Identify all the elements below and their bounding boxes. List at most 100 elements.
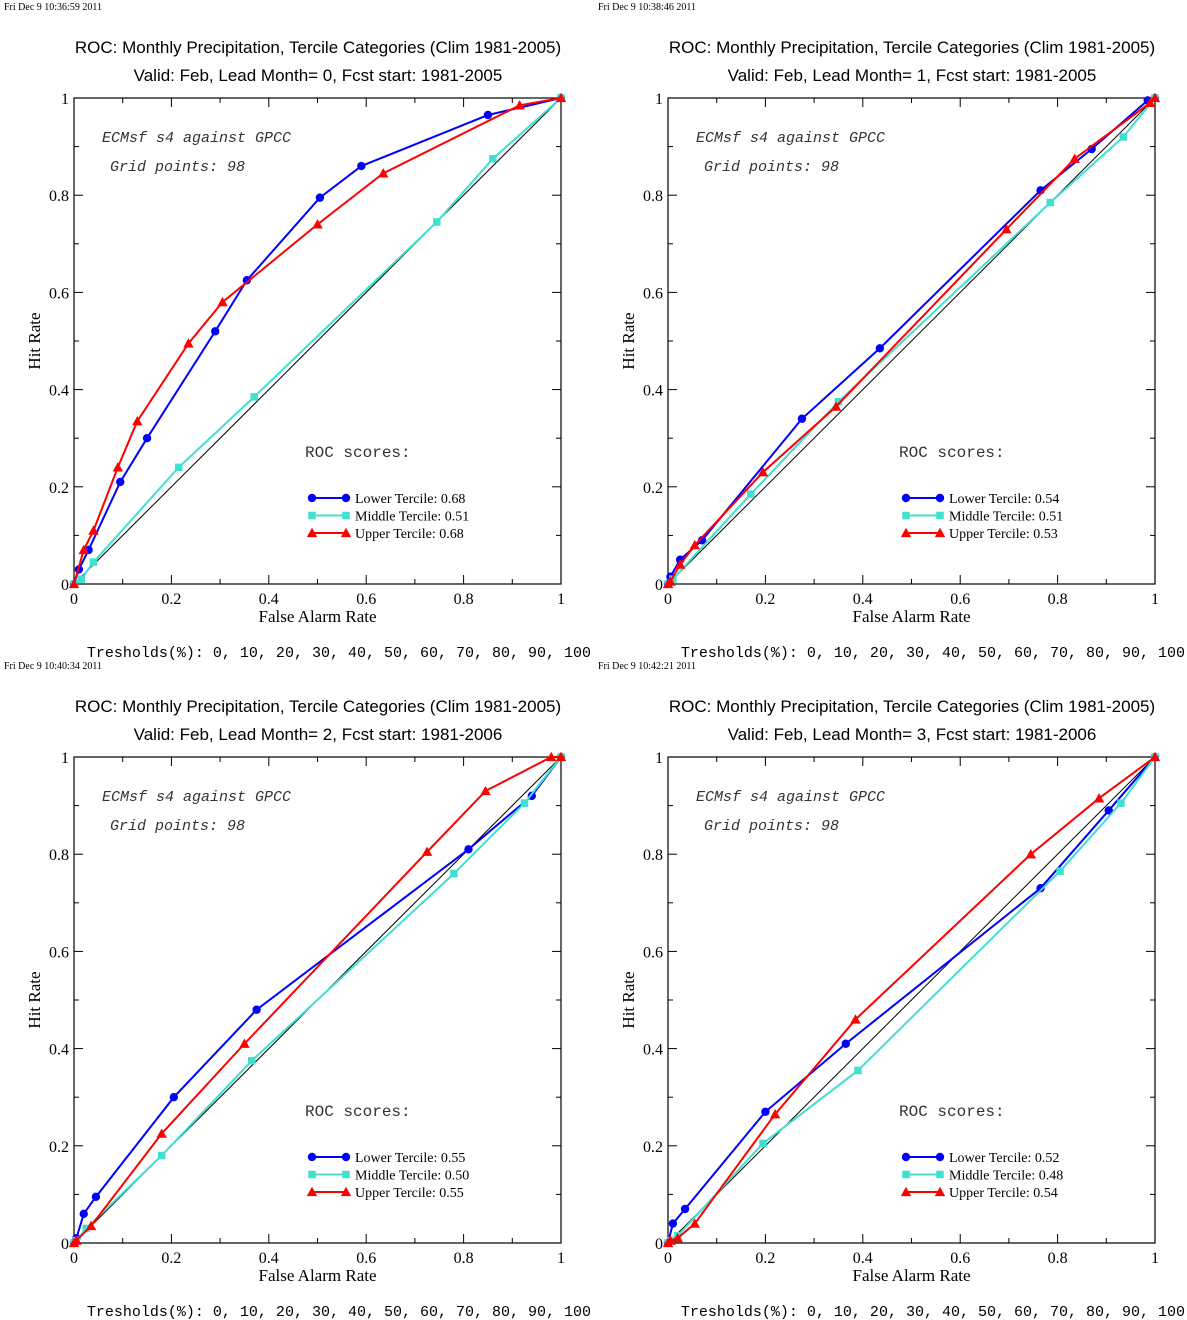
x-tick-label: 0.2 bbox=[755, 1250, 775, 1267]
legend-label: Lower Tercile: 0.55 bbox=[355, 1151, 465, 1166]
chart-subtitle: Valid: Feb, Lead Month= 1, Fcst start: 1… bbox=[728, 66, 1097, 85]
data-point-square bbox=[89, 558, 98, 566]
timestamp: Fri Dec 9 10:40:34 2011 bbox=[4, 661, 102, 672]
roc-panel-2: Fri Dec 9 10:38:46 2011 ROC: Monthly Prec… bbox=[594, 0, 1187, 660]
x-tick-label: 1 bbox=[1151, 1250, 1159, 1267]
data-point-square bbox=[248, 1057, 256, 1065]
legend-marker-triangle bbox=[306, 527, 318, 538]
chart-title: ROC: Monthly Precipitation, Tercile Cate… bbox=[75, 697, 561, 716]
x-tick-label: 0.4 bbox=[259, 591, 279, 608]
legend-label: Middle Tercile: 0.50 bbox=[355, 1169, 469, 1184]
legend-label: Lower Tercile: 0.54 bbox=[949, 492, 1059, 507]
annotation-grid-points: Grid points: 98 bbox=[110, 159, 245, 176]
x-axis-label: False Alarm Rate bbox=[258, 1266, 376, 1285]
y-tick-label: 0.6 bbox=[643, 944, 663, 961]
legend-marker-circle bbox=[307, 1152, 317, 1162]
data-point-triangle bbox=[1093, 793, 1105, 803]
timestamp: Fri Dec 9 10:42:21 2011 bbox=[598, 661, 696, 672]
data-point-triangle bbox=[78, 544, 89, 555]
x-tick-label: 0 bbox=[70, 1250, 78, 1267]
legend-marker-triangle bbox=[900, 1186, 912, 1197]
data-point-triangle bbox=[769, 1109, 781, 1119]
y-tick-label: 1 bbox=[61, 91, 69, 108]
data-point-square bbox=[157, 1151, 166, 1160]
legend-marker-triangle bbox=[340, 1186, 352, 1197]
chart-subtitle: Valid: Feb, Lead Month= 0, Fcst start: 1… bbox=[134, 66, 503, 85]
legend-marker-triangle bbox=[306, 1186, 318, 1197]
y-tick-label: 1 bbox=[61, 750, 69, 767]
thresholds-text: Tresholds(%): 0, 10, 20, 30, 40, 50, 60,… bbox=[681, 1304, 1185, 1319]
data-point-circle bbox=[142, 434, 152, 443]
data-point-square bbox=[1117, 799, 1125, 807]
data-point-circle bbox=[79, 1209, 88, 1219]
roc-chart-svg: Fri Dec 9 10:40:34 2011 ROC: Monthly Prec… bbox=[4, 661, 591, 1319]
y-tick-label: 0.4 bbox=[49, 383, 69, 400]
data-point-triangle bbox=[1149, 92, 1161, 103]
y-axis-label: Hit Rate bbox=[619, 312, 638, 369]
legend-marker-circle bbox=[935, 493, 945, 503]
legend-label: Middle Tercile: 0.51 bbox=[355, 510, 469, 525]
data-point-triangle bbox=[830, 401, 842, 411]
x-tick-label: 0.8 bbox=[454, 1250, 474, 1267]
y-tick-label: 0 bbox=[61, 577, 69, 594]
data-point-triangle bbox=[1001, 224, 1012, 234]
data-point-triangle bbox=[850, 1014, 861, 1024]
data-point-triangle bbox=[689, 1218, 700, 1228]
annotation-model: ECMsf s4 against GPCC bbox=[696, 130, 885, 147]
legend-marker-triangle bbox=[340, 527, 352, 538]
data-point-circle bbox=[211, 327, 220, 336]
data-point-triangle bbox=[217, 296, 228, 307]
data-point-triangle bbox=[689, 539, 700, 550]
data-point-circle bbox=[875, 344, 885, 353]
legend-marker-square bbox=[936, 1170, 944, 1179]
data-point-triangle bbox=[1025, 849, 1037, 859]
data-point-circle bbox=[169, 1093, 179, 1102]
timestamp: Fri Dec 9 10:38:46 2011 bbox=[598, 2, 696, 13]
series-line-triangle bbox=[667, 97, 1156, 585]
legend-label: Upper Tercile: 0.53 bbox=[949, 527, 1058, 542]
data-point-square bbox=[1056, 867, 1064, 875]
chart-title: ROC: Monthly Precipitation, Tercile Cate… bbox=[75, 38, 561, 57]
y-tick-label: 0.2 bbox=[49, 480, 69, 497]
data-point-square bbox=[250, 393, 258, 401]
data-point-circle bbox=[91, 1192, 101, 1202]
data-point-triangle bbox=[421, 846, 433, 856]
y-axis-label: Hit Rate bbox=[25, 312, 44, 369]
chart-subtitle: Valid: Feb, Lead Month= 3, Fcst start: 1… bbox=[728, 725, 1097, 744]
data-point-circle bbox=[797, 414, 807, 423]
data-point-triangle bbox=[183, 338, 194, 348]
data-point-triangle bbox=[132, 415, 143, 426]
y-tick-label: 0 bbox=[61, 1236, 69, 1253]
y-tick-label: 0.8 bbox=[643, 188, 663, 205]
roc-scores-title: ROC scores: bbox=[899, 444, 1005, 462]
y-tick-label: 0.8 bbox=[643, 847, 663, 864]
x-tick-label: 1 bbox=[557, 1250, 565, 1267]
data-point-circle bbox=[116, 477, 125, 487]
legend-label: Upper Tercile: 0.55 bbox=[355, 1186, 464, 1201]
x-tick-label: 0.2 bbox=[161, 1250, 181, 1267]
data-point-triangle bbox=[68, 578, 80, 589]
x-tick-label: 0.2 bbox=[755, 591, 775, 608]
x-tick-label: 0.6 bbox=[356, 1250, 376, 1267]
data-point-square bbox=[489, 155, 497, 163]
data-point-triangle bbox=[555, 751, 567, 762]
x-tick-label: 0.4 bbox=[853, 591, 873, 608]
y-tick-label: 0.6 bbox=[49, 944, 69, 961]
x-tick-label: 0.4 bbox=[259, 1250, 279, 1267]
data-point-square bbox=[520, 799, 529, 807]
data-point-circle bbox=[483, 110, 493, 120]
y-tick-label: 0.4 bbox=[643, 383, 663, 400]
x-tick-label: 0.2 bbox=[161, 591, 181, 608]
x-axis-label: False Alarm Rate bbox=[258, 607, 376, 626]
data-point-circle bbox=[668, 1219, 678, 1228]
y-tick-label: 0.8 bbox=[49, 847, 69, 864]
legend-label: Middle Tercile: 0.48 bbox=[949, 1169, 1063, 1184]
data-point-triangle bbox=[156, 1128, 167, 1138]
y-axis-label: Hit Rate bbox=[25, 971, 44, 1028]
data-point-square bbox=[174, 463, 183, 472]
data-point-triangle bbox=[1144, 97, 1156, 108]
data-point-triangle bbox=[757, 467, 769, 477]
x-tick-label: 1 bbox=[1151, 591, 1159, 608]
roc-panel-4: Fri Dec 9 10:42:21 2011 ROC: Monthly Prec… bbox=[594, 659, 1187, 1319]
legend-marker-square bbox=[342, 1170, 350, 1179]
